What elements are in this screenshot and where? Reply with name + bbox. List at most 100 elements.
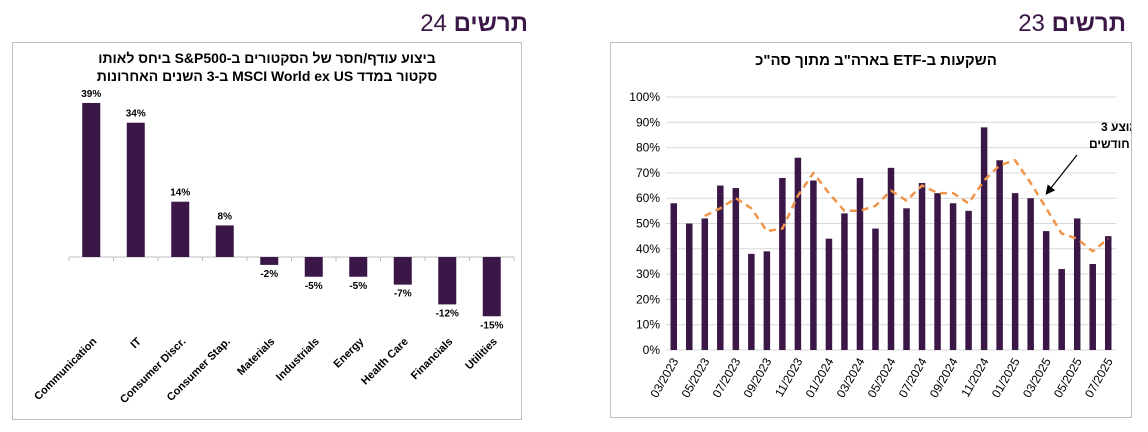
y-tick-label: 50% [636, 217, 660, 231]
figure-number: 24 [420, 10, 447, 37]
y-tick-label: 20% [636, 292, 660, 306]
category-label: Financials [409, 336, 456, 383]
bar-materials [260, 257, 279, 265]
category-label: Energy [332, 335, 367, 370]
bar-09-2023 [763, 251, 771, 350]
x-tick-label: 07/2024 [896, 355, 930, 400]
data-label: 34% [126, 109, 146, 120]
data-label: 39% [81, 89, 101, 100]
bar-financials [438, 257, 457, 305]
y-tick-label: 70% [636, 166, 660, 180]
chart-title-line-1: ביצוע עודף/חסר של הסקטורים ב-S&P500 ביחס… [98, 50, 436, 66]
chart-title-line-2: סקטור במדד MSCI World ex US ב-3 השנים הא… [97, 68, 437, 84]
data-label: -5% [349, 281, 367, 292]
data-label: -2% [260, 269, 278, 280]
bar-12-2024 [996, 160, 1003, 350]
data-label: 14% [170, 188, 190, 199]
category-label: Health Care [359, 336, 411, 388]
bar-03-2024 [856, 177, 864, 350]
x-tick-label: 05/2024 [865, 355, 899, 400]
etf-investment-chart: השקעות ב-ETF בארה"ב מתוך סה"כ 0% 10% 20% 30%… [629, 52, 1131, 400]
y-tick-label: 100% [629, 90, 660, 104]
bar-10-2024 [965, 210, 972, 350]
figure-23-title: תרשים 23 [1018, 10, 1126, 38]
bar-consumer-discr- [171, 201, 190, 257]
chart-title: השקעות ב-ETF בארה"ב מתוך סה"כ [755, 52, 997, 69]
x-tick-label: 03/2024 [834, 355, 868, 400]
y-tick-label: 90% [636, 115, 660, 129]
bar-11-2023 [794, 157, 802, 350]
etf-investment-chart-panel: השקעות ב-ETF בארה"ב מתוך סה"כ 0% 10% 20% 30%… [610, 42, 1132, 418]
bar-07-2023 [732, 188, 740, 350]
sector-performance-chart-panel: ביצוע עודף/חסר של הסקטורים ב-S&P500 ביחס… [12, 42, 522, 420]
bar-12-2023 [810, 180, 817, 350]
x-tick-label: 03/2023 [648, 355, 682, 400]
figure-24-title: תרשים 24 [420, 10, 528, 38]
y-tick-label: 10% [636, 318, 660, 332]
bar-07-2025 [1104, 236, 1112, 350]
x-tick-label: 09/2023 [741, 355, 775, 400]
bar-04-2023 [686, 223, 693, 350]
data-label: -7% [394, 289, 412, 300]
bar-05-2025 [1073, 218, 1081, 350]
bar-10-2023 [779, 177, 786, 350]
bar-health-care [393, 257, 412, 285]
x-tick-label: 01/2025 [989, 355, 1023, 400]
data-label: -15% [480, 320, 503, 331]
y-tick-label: 60% [636, 191, 660, 205]
x-tick-label: 07/2025 [1082, 355, 1116, 400]
x-tick-label: 11/2023 [772, 355, 806, 399]
bar-07-2024 [918, 183, 926, 350]
category-label: Materials [235, 336, 277, 378]
bar-02-2025 [1027, 198, 1034, 350]
x-tick-label: 01/2024 [803, 355, 837, 400]
category-label: IT [128, 335, 144, 351]
data-label: 8% [218, 211, 233, 222]
y-tick-label: 30% [636, 267, 660, 281]
y-tick-label: 0% [643, 343, 661, 357]
figure-label: תרשים [453, 10, 528, 37]
category-label: Utilities [463, 336, 500, 373]
bar-04-2024 [872, 228, 879, 350]
annotation-line-1: ממוצע 3 [1101, 120, 1131, 134]
figure-number: 23 [1018, 10, 1045, 37]
bar-utilities [482, 257, 501, 317]
bar-05-2023 [701, 218, 709, 350]
bar-09-2024 [949, 203, 957, 350]
bar-08-2023 [748, 253, 755, 350]
bar-consumer-stap- [215, 225, 234, 257]
bar-11-2024 [980, 127, 988, 350]
bar-energy [349, 257, 368, 277]
x-tick-label: 05/2025 [1051, 355, 1085, 400]
bar-01-2024 [825, 238, 833, 350]
category-label: Communication [32, 335, 99, 402]
figure-label: תרשים [1051, 10, 1126, 37]
x-tick-label: 07/2023 [710, 355, 744, 400]
x-tick-label: 05/2023 [679, 355, 713, 400]
x-tick-label: 11/2024 [958, 355, 992, 399]
bar-08-2024 [934, 193, 941, 350]
bar-03-2023 [670, 203, 678, 350]
x-tick-label: 03/2025 [1020, 355, 1054, 400]
data-label: -5% [305, 281, 323, 292]
bar-05-2024 [887, 167, 895, 350]
sector-performance-chart: ביצוע עודף/חסר של הסקטורים ב-S&P500 ביחס… [32, 50, 515, 406]
y-tick-label: 40% [636, 242, 660, 256]
annotation-line-2: חודשים [1089, 137, 1130, 151]
bar-communication [82, 102, 101, 257]
bar-06-2024 [903, 208, 910, 350]
y-tick-label: 80% [636, 141, 660, 155]
bar-06-2023 [717, 185, 724, 350]
category-label: Industrials [274, 336, 322, 384]
x-tick-label: 09/2024 [927, 355, 961, 400]
bar-industrials [304, 257, 323, 277]
annotation-arrow [1045, 154, 1078, 195]
three-month-average-line [704, 159, 1109, 253]
bar-02-2024 [841, 213, 848, 350]
bar-04-2025 [1058, 269, 1065, 350]
bar-01-2025 [1011, 193, 1019, 350]
bar-it [126, 122, 145, 257]
bar-03-2025 [1042, 231, 1050, 350]
bar-06-2025 [1089, 263, 1096, 350]
data-label: -12% [436, 308, 459, 319]
